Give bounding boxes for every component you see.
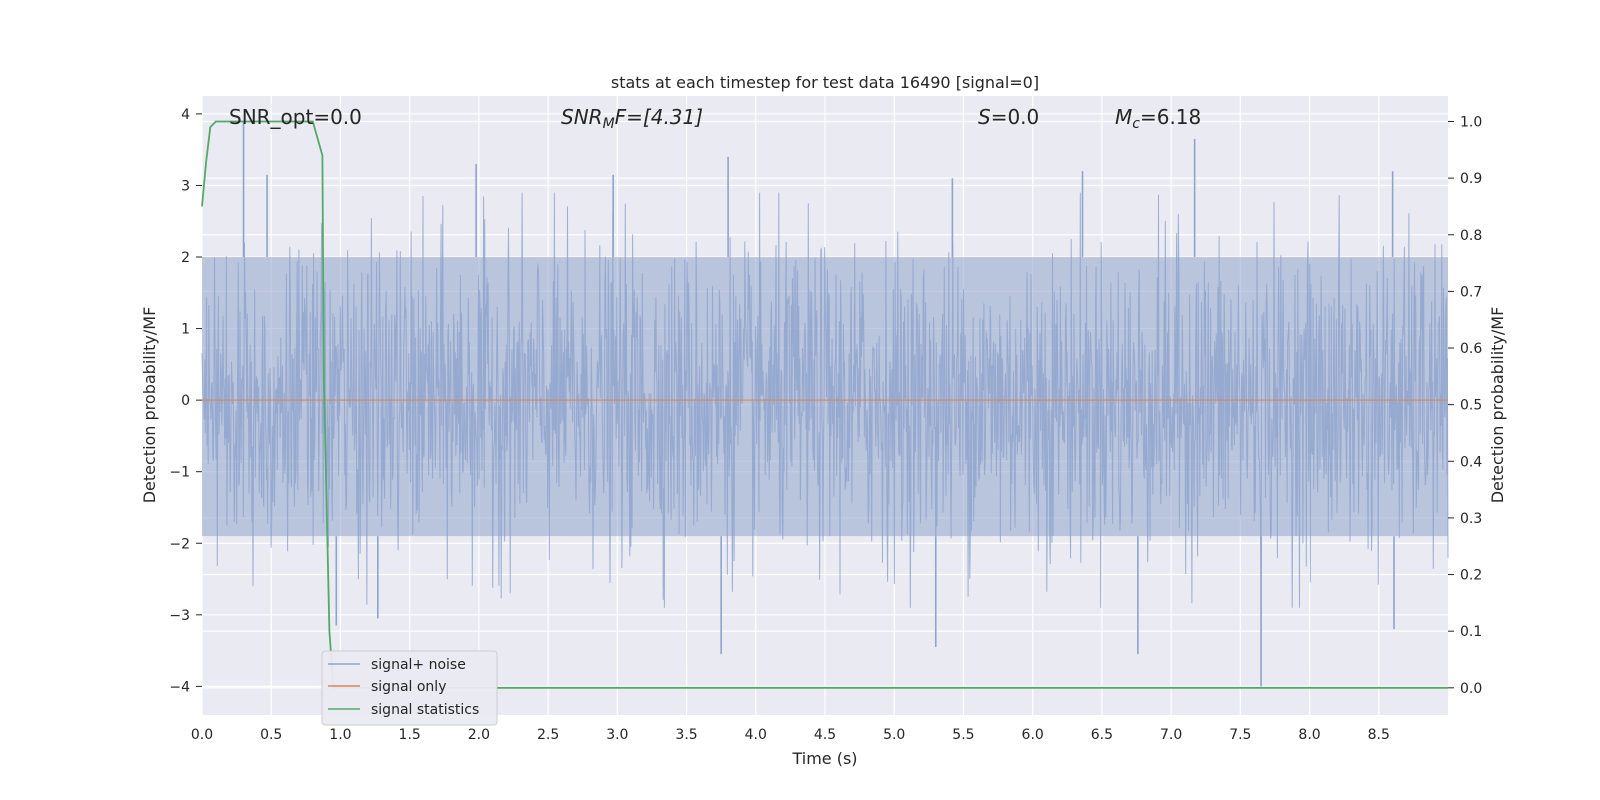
x-tick-label-0: 0.0	[191, 727, 213, 743]
legend-box	[321, 650, 498, 726]
y-right-tick-label-4: 0.6	[1460, 341, 1482, 357]
y-left-tick-label-7: −3	[169, 608, 190, 624]
x-tick-label-12: 6.0	[1022, 727, 1044, 743]
chart-title: stats at each timestep for test data 164…	[611, 73, 1039, 92]
y-right-tick-label-8: 0.2	[1460, 568, 1482, 584]
x-tick-label-7: 3.5	[675, 727, 697, 743]
y-right-tick-label-0: 1.0	[1460, 114, 1482, 130]
x-tick-label-8: 4.0	[745, 727, 767, 743]
y-left-tick-label-2: 2	[181, 250, 190, 266]
legend: signal+ noise signal only signal statist…	[321, 650, 498, 726]
x-tick-label-14: 7.0	[1160, 727, 1182, 743]
legend-label-signal-noise: signal+ noise	[371, 657, 466, 673]
x-tick-label-2: 1.0	[329, 727, 351, 743]
y-left-tick-label-4: 0	[181, 393, 190, 409]
annotation-snr-opt: SNR_opt=0.0	[229, 105, 362, 129]
y-left-tick-label-3: 1	[181, 322, 190, 338]
x-tick-label-16: 8.0	[1298, 727, 1320, 743]
y-right-tick-label-3: 0.7	[1460, 284, 1482, 300]
y-right-tick-label-6: 0.4	[1460, 454, 1482, 470]
legend-label-signal-only: signal only	[371, 679, 446, 695]
x-tick-label-5: 2.5	[537, 727, 559, 743]
y-axis-label-right: Detection probability/MF	[1488, 307, 1507, 504]
y-right-tick-label-9: 0.1	[1460, 624, 1482, 640]
x-tick-label-3: 1.5	[399, 727, 421, 743]
signal-noise-envelope	[202, 257, 1448, 537]
y-left-tick-label-8: −4	[169, 679, 190, 695]
y-right-tick-label-2: 0.8	[1460, 228, 1482, 244]
y-left-tick-label-0: 4	[181, 107, 190, 123]
signal-noise-trace	[201, 121, 1449, 687]
y-left-tick-label-6: −2	[169, 536, 190, 552]
legend-label-signal-statistics: signal statistics	[371, 702, 479, 718]
y-right-tick-label-10: 0.0	[1460, 681, 1482, 697]
y-left-tick-label-5: −1	[169, 465, 190, 481]
x-axis-label: Time (s)	[791, 749, 857, 768]
annotation-mc: Mc=6.18	[1115, 105, 1201, 132]
x-tick-label-10: 5.0	[883, 727, 905, 743]
x-tick-label-6: 3.0	[606, 727, 628, 743]
x-tick-label-9: 4.5	[814, 727, 836, 743]
y-right-tick-label-5: 0.5	[1460, 398, 1482, 414]
y-axis-label-left: Detection probability/MF	[140, 307, 159, 504]
x-tick-label-1: 0.5	[260, 727, 282, 743]
annotation-s: S=0.0	[978, 105, 1039, 129]
x-tick-label-4: 2.0	[468, 727, 490, 743]
y-right-tick-label-7: 0.3	[1460, 511, 1482, 527]
x-tick-label-13: 6.5	[1091, 727, 1113, 743]
y-right-tick-label-1: 0.9	[1460, 171, 1482, 187]
x-tick-label-17: 8.5	[1368, 727, 1390, 743]
annotation-snr-mf: SNRMF=[4.31]	[561, 105, 703, 132]
x-tick-label-11: 5.5	[952, 727, 974, 743]
x-tick-label-15: 7.5	[1229, 727, 1251, 743]
y-left-tick-label-1: 3	[181, 178, 190, 194]
